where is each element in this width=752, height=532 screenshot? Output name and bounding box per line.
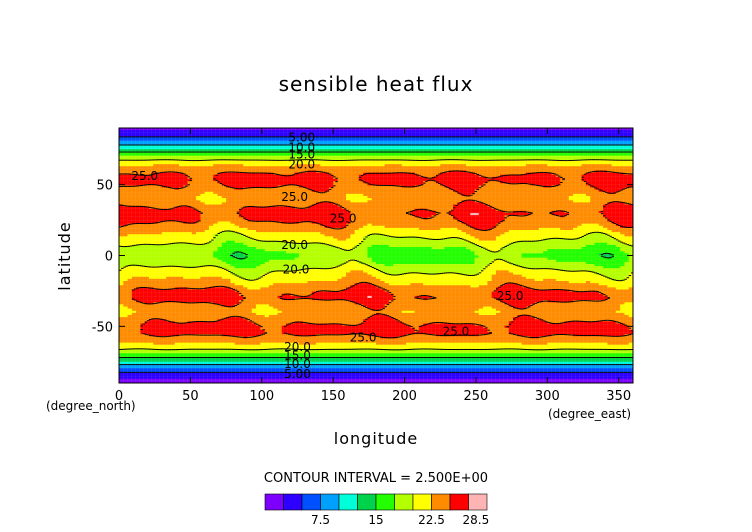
colorbar-swatch: [320, 493, 340, 511]
colorbar-tick-label: 22.5: [418, 513, 445, 527]
y-tick-label: 50: [96, 179, 113, 194]
x-axis-title: longitude: [334, 429, 418, 448]
x-tick-label: 350: [606, 389, 631, 404]
colorbar-tick-label: 28.5: [463, 513, 490, 527]
x-tick-label: 50: [182, 389, 199, 404]
colorbar-swatch: [375, 493, 395, 511]
colorbar-swatch: [431, 493, 451, 511]
colorbar-tick-label: 7.5: [311, 513, 330, 527]
x-unit-label: (degree_east): [548, 407, 631, 421]
colorbar-swatch: [412, 493, 432, 511]
y-tick-label: -50: [92, 320, 113, 335]
y-tick-label: 0: [105, 250, 113, 265]
contour-label: 10.0: [288, 140, 315, 154]
contour-interval-text: CONTOUR INTERVAL = 2.500E+00: [264, 471, 488, 486]
contour-label: 25.0: [443, 325, 470, 339]
contour-label: 15.0: [288, 148, 315, 162]
colorbar-swatch: [283, 493, 303, 511]
colorbar-swatch: [468, 493, 488, 511]
contour-label: 25.0: [330, 211, 357, 225]
x-axis: 0 50 100 150 200 250 300 350: [115, 128, 631, 404]
contour-label: 20.0: [288, 157, 315, 171]
x-tick-label: 200: [392, 389, 417, 404]
x-tick-label: 150: [321, 389, 346, 404]
contour-label: 5.00: [288, 131, 315, 145]
chart-title: sensible heat flux: [279, 72, 474, 96]
colorbar-swatch: [338, 493, 358, 511]
y-axis-title: latitude: [55, 221, 74, 290]
contour-label: 25.0: [350, 330, 377, 344]
y-unit-label: (degree_north): [46, 399, 136, 413]
x-tick-label: 100: [249, 389, 274, 404]
contour-label: 5.00: [284, 367, 311, 381]
contour-label: 25.0: [131, 169, 158, 183]
contour-label: 20.0: [284, 340, 311, 354]
contour-label: 25.0: [497, 289, 524, 303]
colorbar-swatch: [449, 493, 469, 511]
colorbar-swatch: [394, 493, 414, 511]
contour-labels: 5.0010.015.020.025.025.025.020.020.025.0…: [131, 131, 523, 382]
contour-label: 20.0: [283, 262, 310, 276]
colorbar: 7.5 15 22.5 28.5: [264, 493, 490, 527]
y-axis: -50 0 50: [92, 179, 633, 335]
colorbar-swatch: [357, 493, 377, 511]
contour-label: 15.0: [284, 349, 311, 363]
x-tick-label: 0: [115, 389, 123, 404]
contour-label: 10.0: [284, 357, 311, 371]
colorbar-swatch: [264, 493, 284, 511]
contour-label: 20.0: [281, 238, 308, 252]
grid-overlay: [119, 128, 633, 383]
colorbar-tick-label: 15: [368, 513, 383, 527]
x-tick-label: 300: [535, 389, 560, 404]
colorbar-swatch: [301, 493, 321, 511]
contour-label: 25.0: [281, 190, 308, 204]
x-tick-label: 250: [464, 389, 489, 404]
